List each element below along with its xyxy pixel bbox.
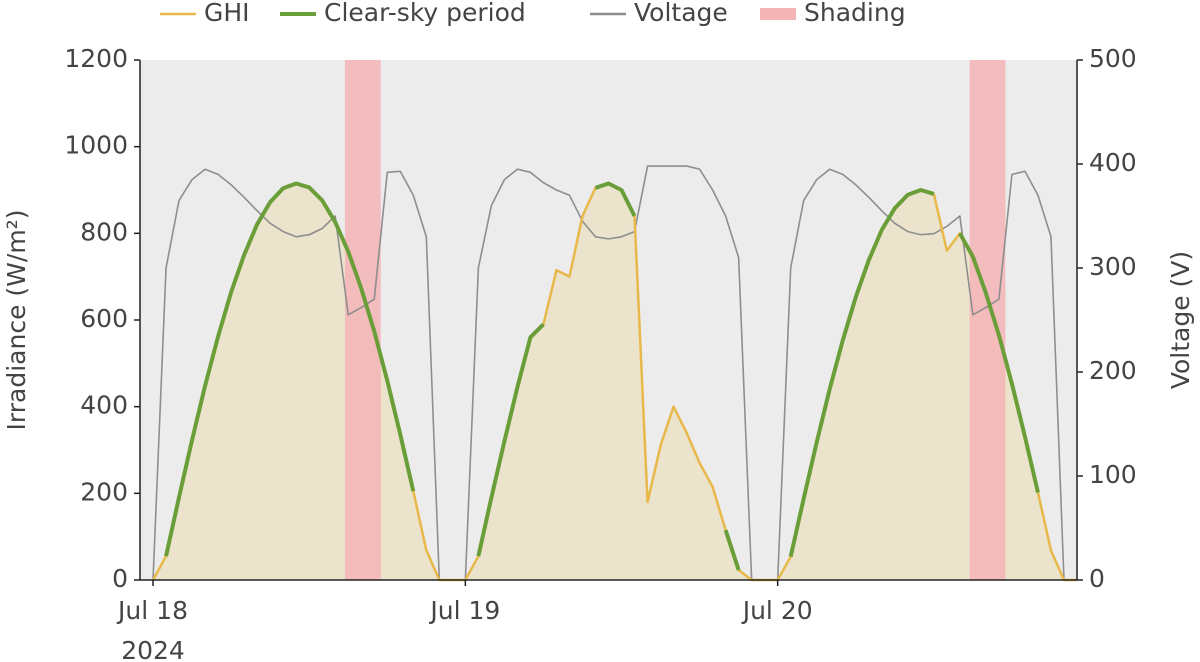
y2-tick-label: 300 [1089, 252, 1137, 281]
y-tick-label: 800 [80, 217, 128, 246]
legend-label: GHI [204, 0, 250, 27]
legend-label: Shading [804, 0, 906, 27]
y-tick-label: 0 [112, 564, 128, 593]
x-tick-label: Jul 19 [428, 596, 500, 625]
plot-area [151, 60, 1077, 582]
x-tick-label: Jul 20 [741, 596, 813, 625]
y2-tick-label: 200 [1089, 356, 1137, 385]
y2-axis-label: Voltage (V) [1166, 251, 1195, 389]
legend-swatch [760, 8, 796, 20]
y-tick-label: 400 [80, 391, 128, 420]
shading-band [969, 60, 1006, 580]
x-tick-label: Jul 18 [116, 596, 188, 625]
y-tick-label: 1200 [64, 44, 128, 73]
legend-label: Clear-sky period [324, 0, 526, 27]
y2-tick-label: 500 [1089, 44, 1137, 73]
x-tick-year: 2024 [121, 636, 185, 662]
y-tick-label: 600 [80, 304, 128, 333]
y2-tick-label: 0 [1089, 564, 1105, 593]
y-tick-label: 1000 [64, 131, 128, 160]
y2-tick-label: 400 [1089, 148, 1137, 177]
series-line [152, 165, 1077, 581]
y2-tick-label: 100 [1089, 460, 1137, 489]
y-axis-label: Irradiance (W/m²) [2, 210, 31, 431]
shading-band [344, 60, 381, 580]
series-line [164, 181, 1040, 571]
ghi-area [153, 183, 1077, 580]
legend-label: Voltage [634, 0, 728, 27]
y-tick-label: 200 [80, 477, 128, 506]
